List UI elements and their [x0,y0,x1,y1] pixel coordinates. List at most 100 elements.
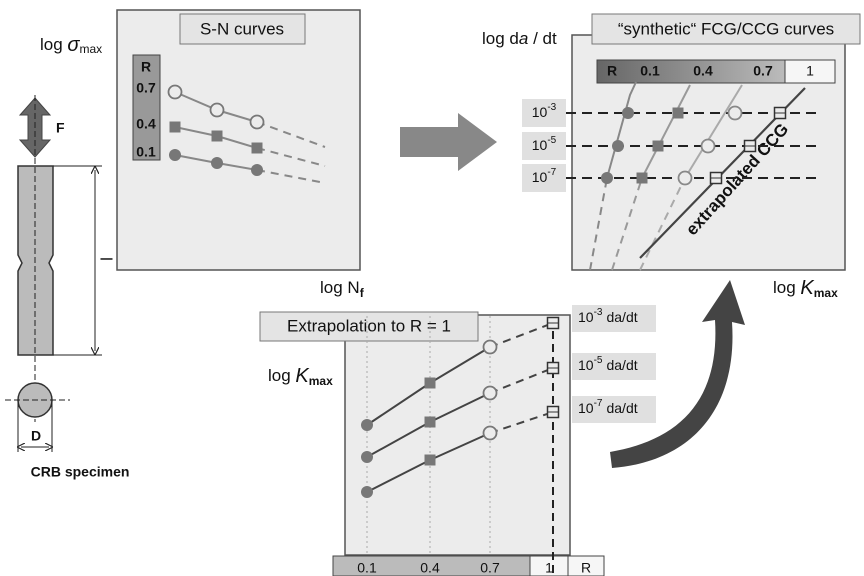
marker [209,102,225,118]
r-value: 1 [806,63,814,79]
r-value: 0.7 [753,63,773,79]
label-part: K [295,365,310,387]
marker [251,142,263,154]
marker [211,130,223,142]
fcg-curve-extrapolated [589,177,608,271]
rate-label: 10-3 [532,102,557,120]
legend-box [132,54,161,161]
marker [169,121,181,133]
marker [612,140,624,152]
marker [424,377,436,389]
label-part: da/dt [606,400,637,416]
marker [482,385,498,401]
rate-box [522,132,566,160]
rate-label: 10-7 da/dt [578,398,638,416]
marker [601,172,613,184]
x-value: 1 [545,560,553,576]
label-part: da/dt [606,309,637,325]
sn-curve-extrapolated [256,147,326,167]
label-part: 10 [578,309,594,325]
label-part: log N [320,278,360,297]
label-part: -5 [547,135,556,146]
marker [251,164,263,176]
label-part: log [40,35,67,54]
label-part: log d [482,29,519,48]
rate-box [522,99,566,127]
marker [482,425,498,441]
length-label: l [97,257,116,261]
panel-title: Extrapolation to R = 1 [287,316,451,335]
marker [677,170,693,186]
label-part: -5 [594,355,603,366]
rate-box [572,396,656,423]
specimen: F l D CRB specimen [5,95,129,480]
x-value: 0.7 [480,560,500,576]
label-part: a [519,29,528,48]
kmax-curve-extrapolated [489,322,554,348]
marker [672,107,684,119]
fcg-curve-extrapolated [611,177,643,271]
marker [211,157,223,169]
marker [636,172,648,184]
panel [344,314,571,556]
label-part: -3 [594,307,603,318]
rate-box [522,164,566,192]
fcg-curve [684,84,743,179]
marker [652,140,664,152]
x-value: 0.4 [420,560,440,576]
label-part: f [360,286,365,300]
rate-label: 10-5 da/dt [578,355,638,373]
x-axis-label: log Kmax [773,277,838,300]
label-part: 10 [532,104,548,120]
rate-box [572,353,656,380]
x-value: 0.1 [357,560,377,576]
rate-label: 10-5 [532,135,557,153]
label-part: 10 [532,169,548,185]
rate-box [572,305,656,332]
curved-arrow [610,280,745,468]
sn-panel: S-N curves log σmax log Nf R 0.7 0.4 0.1 [40,9,365,300]
legend-value: 0.7 [136,80,156,96]
label-part: max [814,286,838,300]
marker [622,107,634,119]
legend-value: 0.4 [136,116,156,132]
panel-title: “synthetic“ FCG/CCG curves [618,19,834,38]
marker [424,454,436,466]
x-axis-label: R [581,560,591,576]
r-value: 0.1 [640,63,660,79]
legend-header: R [141,59,151,75]
label-part: σ [67,34,80,56]
force-label: F [56,120,65,136]
label-part: -7 [594,398,603,409]
marker [727,105,743,121]
marker [424,416,436,428]
extrapolation-panel: Extrapolation to R = 1 log Kmax 0.1 0.4 … [259,311,605,576]
fcg-curve [641,84,691,179]
label-part: -3 [547,102,556,113]
diameter-label: D [31,428,41,444]
title-box [179,13,306,45]
r-row-cell [784,59,836,84]
rate-label: 10-7 [532,167,557,185]
marker [700,138,716,154]
legend-value: 0.1 [136,144,156,160]
marker [249,114,265,130]
y-axis-label: log da / dt [482,29,557,48]
y-axis-label: log Kmax [268,365,333,388]
kmax-curve-extrapolated [489,411,554,434]
r-value: 0.4 [693,63,713,79]
fcg-curve-extrapolated [639,177,686,271]
rate-label: 10-3 da/dt [578,307,638,325]
r-header: R [607,63,617,79]
marker [482,339,498,355]
label-part: da/dt [606,357,637,373]
sn-curve-extrapolated [256,169,326,184]
marker [167,84,183,100]
marker [361,419,373,431]
label-part: max [309,374,333,388]
marker [169,149,181,161]
label-part: 10 [578,400,594,416]
label-part: -7 [547,167,556,178]
x-axis-label: log Nf [320,278,365,300]
